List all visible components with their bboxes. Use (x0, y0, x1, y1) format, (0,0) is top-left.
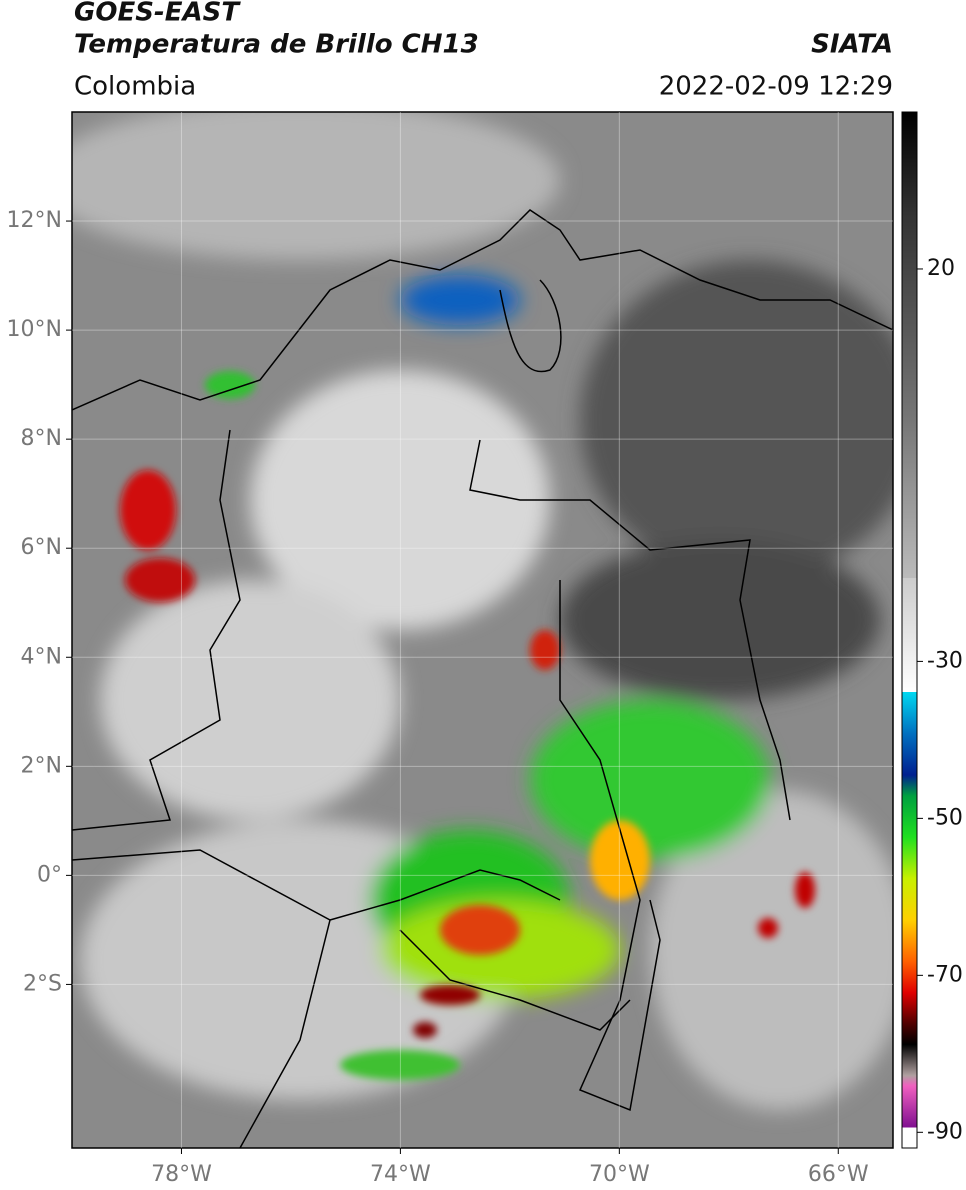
y-tick-label: 4°N (21, 644, 62, 669)
colorbar-tick-label: 20 (927, 256, 955, 281)
y-tick-label: 0° (37, 862, 62, 887)
y-tick-label: 2°N (21, 753, 62, 778)
y-tick-label: 12°N (7, 208, 62, 233)
source: SIATA (811, 30, 893, 60)
colorbar-tick-label: -50 (927, 805, 963, 830)
map-frame (71, 111, 894, 1149)
colorbar-tick-label: -30 (927, 648, 963, 673)
x-tick-label: 74°W (370, 1162, 431, 1187)
colorbar-tick-label: -70 (927, 962, 963, 987)
y-tick-label: 10°N (7, 317, 62, 342)
satellite-image (72, 112, 893, 1148)
region: Colombia (74, 72, 196, 102)
y-tick-label: 6°N (21, 535, 62, 560)
x-tick-label: 78°W (151, 1162, 212, 1187)
colorbar (901, 111, 918, 1149)
y-tick-label: 2°S (23, 971, 62, 996)
y-tick-label: 8°N (21, 426, 62, 451)
x-tick-label: 70°W (589, 1162, 650, 1187)
x-tick-label: 66°W (808, 1162, 869, 1187)
title-line1: GOES-EAST (74, 0, 241, 28)
title-line2: Temperatura de Brillo CH13 (74, 30, 479, 60)
datetime: 2022-02-09 12:29 (659, 72, 893, 102)
colorbar-tick-label: -90 (927, 1119, 963, 1144)
